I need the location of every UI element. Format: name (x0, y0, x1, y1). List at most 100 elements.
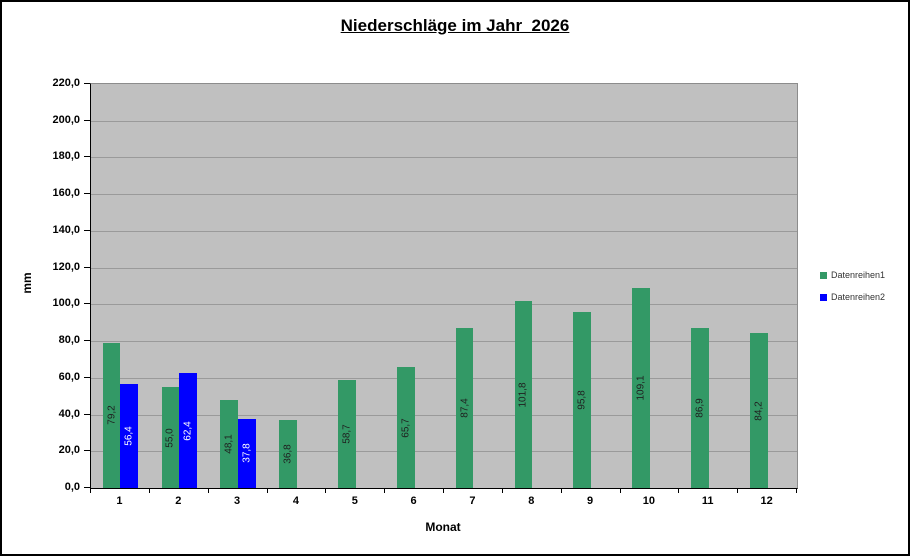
y-tick-label-120: 120,0 (52, 260, 80, 273)
x-tick-3 (266, 488, 268, 493)
bar-datenreihen1-month-10: 109,1 (632, 287, 650, 488)
y-tick-100 (84, 303, 90, 305)
legend-swatch-icon (820, 293, 827, 301)
y-tick-20 (84, 450, 90, 452)
bar-datenreihen1-month-4: 36,8 (279, 420, 297, 488)
gridline-180 (91, 157, 797, 159)
bar-datenreihen1-month-1: 79,2 (102, 342, 121, 488)
x-tick-4 (325, 488, 327, 493)
y-tick-160 (84, 193, 90, 195)
y-tick-0 (84, 487, 90, 488)
gridline-200 (91, 120, 797, 122)
legend-label: Datenreihen2 (831, 292, 886, 302)
y-tick-label-80: 80,0 (58, 334, 80, 347)
y-tick-120 (84, 266, 90, 268)
x-tick-label-8: 8 (528, 495, 535, 507)
x-tick-label-5: 5 (351, 495, 358, 507)
y-tick-200 (84, 119, 90, 121)
x-tick-11 (737, 488, 739, 493)
y-tick-140 (84, 229, 90, 231)
y-tick-40 (84, 413, 90, 415)
bar-datenreihen1-month-7: 87,4 (455, 327, 474, 488)
x-tick-1 (148, 488, 150, 493)
x-tick-0 (90, 488, 91, 493)
bar-datenreihen1-month-6: 65,7 (396, 367, 415, 488)
y-tick-80 (84, 340, 90, 342)
bar-value-label: 55,0 (164, 427, 176, 448)
gridline-160 (91, 194, 797, 196)
bar-datenreihen1-month-5: 58,7 (338, 380, 356, 488)
x-tick-label-10: 10 (642, 495, 656, 507)
y-tick-180 (84, 156, 90, 158)
x-tick-label-6: 6 (410, 495, 417, 507)
y-tick-label-40: 40,0 (58, 407, 80, 420)
legend-item-datenreihen1: Datenreihen1 (820, 270, 885, 280)
y-tick-60 (84, 376, 90, 378)
y-tick-label-160: 160,0 (52, 187, 80, 200)
bar-datenreihen2-month-1: 56,4 (120, 384, 139, 488)
y-tick-label-200: 200,0 (52, 113, 80, 126)
bar-value-label: 101,8 (517, 382, 529, 408)
bar-value-label: 86,9 (694, 398, 706, 418)
legend-label: Datenreihen1 (831, 270, 886, 280)
y-tick-label-0: 0,0 (64, 481, 80, 493)
legend-swatch-icon (820, 271, 827, 279)
bar-datenreihen2-month-2: 62,4 (179, 373, 197, 488)
plot-area: 79,2 55,0 48,1 36,8 58,7 65,7 87,4 101,8 95,8 109… (90, 83, 798, 489)
bar-value-label: 48,1 (223, 434, 235, 454)
y-tick-label-60: 60,0 (58, 370, 80, 383)
bar-value-label: 109,1 (635, 375, 647, 401)
gridline-120 (91, 267, 797, 269)
bar-value-label: 79,2 (106, 405, 118, 425)
x-tick-8 (560, 488, 562, 493)
y-tick-220 (84, 83, 90, 84)
x-tick-10 (678, 488, 680, 493)
x-tick-label-9: 9 (587, 495, 594, 507)
bar-value-label: 56,4 (123, 426, 135, 446)
y-tick-label-180: 180,0 (52, 150, 80, 163)
bar-value-label: 65,7 (400, 417, 412, 438)
bar-datenreihen1-month-11: 86,9 (691, 328, 709, 488)
bar-datenreihen1-month-12: 84,2 (749, 333, 768, 488)
bar-value-label: 58,7 (341, 424, 353, 444)
gridline-140 (91, 230, 797, 232)
gridline-40 (91, 414, 797, 416)
bar-value-label: 84,2 (753, 400, 765, 421)
bar-datenreihen2-month-3: 37,8 (238, 418, 256, 488)
gridline-100 (91, 304, 797, 306)
bar-value-label: 36,8 (282, 444, 294, 464)
x-tick-5 (384, 488, 386, 493)
gridline-60 (91, 377, 797, 379)
x-tick-label-3: 3 (234, 495, 241, 507)
chart-title: Niederschläge im Jahr 2026 (340, 16, 570, 35)
y-tick-label-140: 140,0 (52, 223, 80, 236)
bar-datenreihen1-month-3: 48,1 (220, 399, 239, 488)
x-tick-label-1: 1 (116, 495, 123, 507)
bar-value-label: 37,8 (241, 443, 253, 464)
x-tick-label-11: 11 (701, 495, 714, 507)
bar-datenreihen1-month-2: 55,0 (161, 387, 180, 488)
x-tick-label-12: 12 (760, 495, 773, 507)
y-tick-label-20: 20,0 (58, 444, 80, 457)
legend: Datenreihen1 Datenreihen2 (820, 270, 885, 314)
x-tick-label-7: 7 (469, 495, 476, 507)
bar-value-label: 87,4 (459, 398, 471, 418)
gridline-20 (91, 451, 797, 453)
bar-value-label: 62,4 (182, 420, 194, 441)
x-tick-2 (207, 488, 209, 493)
x-tick-6 (443, 488, 444, 493)
x-tick-label-2: 2 (175, 495, 182, 507)
y-tick-label-100: 100,0 (52, 297, 80, 310)
legend-item-datenreihen2: Datenreihen2 (820, 292, 885, 302)
x-tick-9 (619, 488, 621, 493)
x-tick-label-4: 4 (292, 495, 299, 507)
bar-value-label: 95,8 (576, 390, 588, 410)
x-axis-title: Monat (425, 520, 461, 534)
x-tick-7 (501, 488, 503, 493)
gridline-80 (91, 341, 797, 343)
y-tick-label-220: 220,0 (52, 77, 80, 89)
bar-datenreihen1-month-8: 101,8 (514, 301, 533, 488)
x-tick-12 (796, 488, 797, 493)
bar-datenreihen1-month-9: 95,8 (573, 312, 592, 488)
